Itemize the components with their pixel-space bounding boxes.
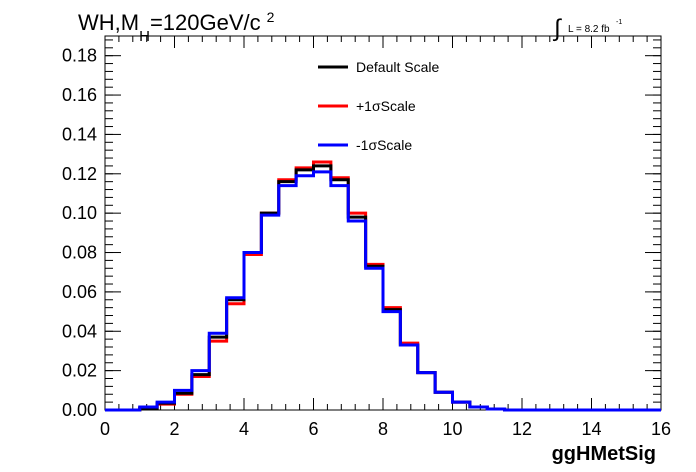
luminosity-label: ∫ L = 8.2 fb -1 [552, 15, 622, 42]
y-tick-label: 0.12 [62, 164, 97, 184]
x-tick-label: 16 [651, 419, 671, 439]
y-tick-label: 0.02 [62, 361, 97, 381]
y-tick-label: 0.08 [62, 243, 97, 263]
x-tick-label: 8 [378, 419, 388, 439]
x-tick-label: 2 [169, 419, 179, 439]
y-tick-label: 0.00 [62, 400, 97, 420]
series-layer [105, 160, 661, 412]
x-tick-label: 10 [442, 419, 462, 439]
legend-label: -1σScale [356, 137, 412, 153]
x-axis-label: ggHMetSig [552, 443, 656, 465]
y-tick-label: 0.14 [62, 124, 97, 144]
legend: Default Scale +1σScale -1σScale [318, 59, 439, 153]
x-tick-label: 6 [308, 419, 318, 439]
y-tick-label: 0.10 [62, 203, 97, 223]
luminosity-unit-exponent: -1 [616, 19, 622, 26]
y-tick-label: 0.04 [62, 321, 97, 341]
x-tick-label: 4 [239, 419, 249, 439]
x-tick-label: 12 [512, 419, 532, 439]
x-tick-label: 14 [581, 419, 601, 439]
y-tick-label: 0.16 [62, 85, 97, 105]
x-tick-label: 0 [100, 419, 110, 439]
legend-label: +1σScale [356, 98, 416, 114]
histogram-series--1-scale [105, 170, 661, 412]
integral-symbol: ∫ [552, 15, 562, 42]
axes: 0 2 4 6 8 10 12 14 16 0.00 0.02 0.04 0.06 0.08 0.10 0.1… [62, 36, 671, 439]
legend-label: Default Scale [356, 59, 439, 75]
y-tick-label: 0.06 [62, 282, 97, 302]
luminosity-text: L = 8.2 fb [568, 24, 610, 35]
y-tick-label: 0.18 [62, 46, 97, 66]
